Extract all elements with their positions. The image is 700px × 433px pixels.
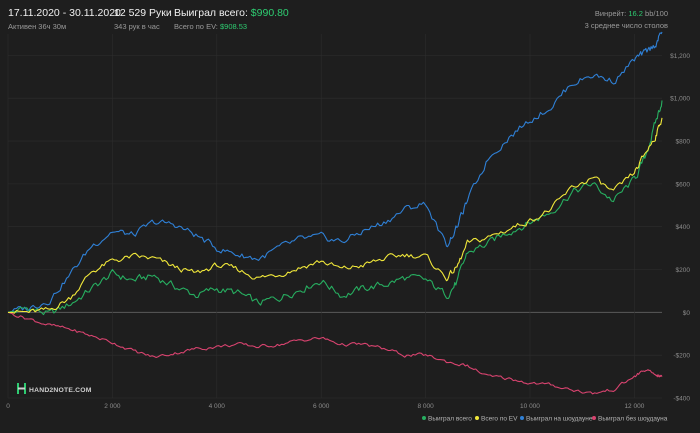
h2n-logo-icon <box>17 383 26 394</box>
winrate-value: 16.2 <box>628 9 643 18</box>
x-tick-label: 0 <box>6 403 10 410</box>
legend-label: Выиграл на шоудауне <box>526 416 593 423</box>
chart-legend: Выиграл всего Всего по EV Выиграл на шоуда… <box>422 415 668 423</box>
winrate-block: Винрейт: 16.2 bb/100 3 среднее число сто… <box>585 9 668 30</box>
ev-total-value: $908.53 <box>219 22 248 31</box>
avg-tables: 3 среднее число столов <box>584 21 668 30</box>
x-tick-label: 10 000 <box>520 403 540 410</box>
y-tick-label: $800 <box>676 139 691 146</box>
x-tick-label: 12 000 <box>624 403 644 410</box>
x-tick-label: 2 000 <box>104 403 121 410</box>
series-line-0 <box>7 100 663 316</box>
legend-label: Выиграл без шоудауна <box>598 415 668 423</box>
y-tick-label: $1,200 <box>670 53 690 60</box>
x-axis: 0 2 000 4 000 6 000 8 000 10 000 12 000 <box>6 403 645 410</box>
ev-total: Всего по EV: $908.53 <box>174 22 289 31</box>
x-tick-label: 6 000 <box>313 403 330 410</box>
legend-marker <box>520 416 524 420</box>
legend-marker <box>422 416 426 420</box>
legend-marker <box>475 416 479 420</box>
logo-text: HAND2NOTE.COM <box>29 387 92 394</box>
winrate: Винрейт: 16.2 bb/100 <box>585 9 668 18</box>
total-won-label: Выиграл всего: <box>174 7 248 19</box>
hands-per-hour: 343 рук в час <box>114 22 160 31</box>
hands-block: 12 529 Руки 343 рук в час <box>114 7 172 31</box>
period-block: 17.11.2020 - 30.11.2020 Активен 36ч 30м <box>8 7 121 31</box>
total-won: Выиграл всего: $990.80 <box>174 7 289 19</box>
active-time: Активен 36ч 30м <box>8 22 67 31</box>
hands-count: 12 529 Руки <box>114 7 172 19</box>
chart-grid <box>7 34 662 399</box>
y-tick-label: -$200 <box>673 353 690 360</box>
series-line-3 <box>7 311 663 395</box>
brand-logo: HAND2NOTE.COM <box>17 383 92 394</box>
y-tick-label: $200 <box>676 267 691 274</box>
x-tick-label: 8 000 <box>417 403 434 410</box>
winrate-label: Винрейт: <box>594 9 627 18</box>
winrate-unit: bb/100 <box>645 9 668 18</box>
y-tick-label: -$400 <box>673 396 690 403</box>
winnings-block: Выиграл всего: $990.80 Всего по EV: $908… <box>174 7 289 31</box>
y-tick-label: $1,000 <box>670 96 690 103</box>
series-line-1 <box>8 117 663 314</box>
legend-label: Выиграл всего <box>428 416 472 423</box>
y-tick-label: $400 <box>676 224 691 231</box>
y-tick-label: $600 <box>676 181 691 188</box>
y-tick-label: $0 <box>683 310 691 317</box>
stats-header: 17.11.2020 - 30.11.2020 Активен 36ч 30м … <box>0 0 700 34</box>
total-won-value: $990.80 <box>250 7 289 19</box>
chart-series <box>7 31 663 395</box>
x-tick-label: 4 000 <box>209 403 226 410</box>
legend-marker <box>592 416 596 420</box>
series-line-2 <box>7 31 663 313</box>
period-range: 17.11.2020 - 30.11.2020 <box>8 7 121 19</box>
legend-label: Всего по EV <box>481 416 518 423</box>
y-axis: $1,200 $1,000 $800 $600 $400 $200 $0 -$200 -$400 <box>670 53 690 403</box>
ev-total-label: Всего по EV: <box>174 22 218 31</box>
